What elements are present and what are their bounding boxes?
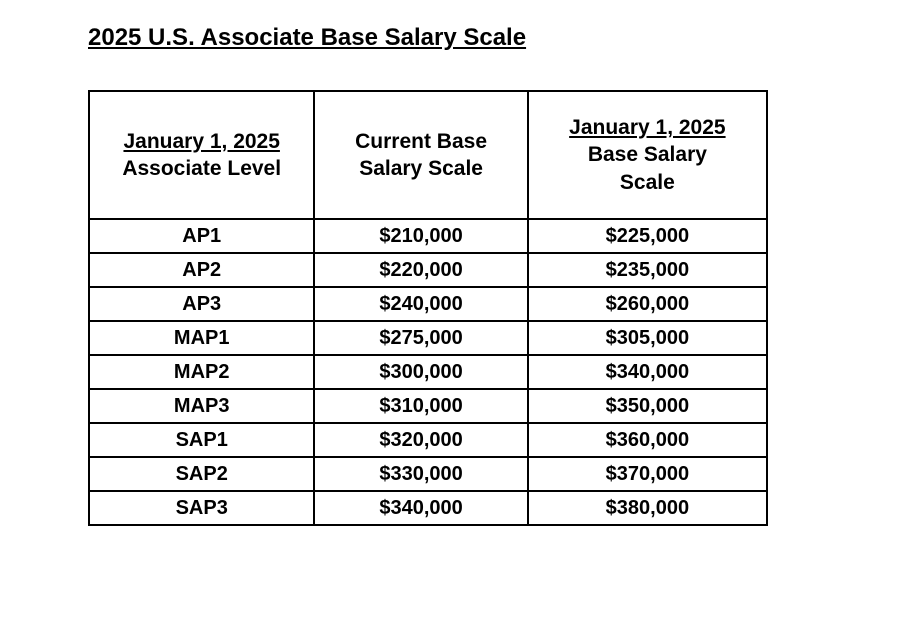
cell-current-salary: $240,000 [314, 287, 527, 321]
table-row: MAP3$310,000$350,000 [89, 389, 767, 423]
cell-new-salary: $225,000 [528, 219, 767, 253]
column-header-new: January 1, 2025 Base Salary Scale [528, 91, 767, 219]
column-header-current-line1: Current Base [355, 130, 487, 153]
cell-new-salary: $360,000 [528, 423, 767, 457]
cell-level: AP2 [89, 253, 314, 287]
cell-current-salary: $310,000 [314, 389, 527, 423]
cell-level: AP1 [89, 219, 314, 253]
cell-current-salary: $220,000 [314, 253, 527, 287]
salary-table: January 1, 2025 Associate Level Current … [88, 90, 768, 526]
cell-new-salary: $235,000 [528, 253, 767, 287]
table-row: AP1$210,000$225,000 [89, 219, 767, 253]
column-header-current: Current Base Salary Scale [314, 91, 527, 219]
cell-new-salary: $350,000 [528, 389, 767, 423]
cell-current-salary: $330,000 [314, 457, 527, 491]
cell-current-salary: $340,000 [314, 491, 527, 525]
cell-new-salary: $260,000 [528, 287, 767, 321]
table-row: SAP2$330,000$370,000 [89, 457, 767, 491]
column-header-current-line2: Salary Scale [359, 157, 483, 180]
salary-table-body: AP1$210,000$225,000AP2$220,000$235,000AP… [89, 219, 767, 525]
table-header-row: January 1, 2025 Associate Level Current … [89, 91, 767, 219]
table-row: MAP1$275,000$305,000 [89, 321, 767, 355]
cell-level: SAP2 [89, 457, 314, 491]
column-header-new-line1: January 1, 2025 [569, 116, 725, 139]
cell-new-salary: $340,000 [528, 355, 767, 389]
column-header-level-line2: Associate Level [122, 157, 281, 180]
table-row: SAP3$340,000$380,000 [89, 491, 767, 525]
cell-level: MAP2 [89, 355, 314, 389]
table-row: AP2$220,000$235,000 [89, 253, 767, 287]
table-row: AP3$240,000$260,000 [89, 287, 767, 321]
column-header-new-line3: Scale [620, 171, 675, 194]
table-row: MAP2$300,000$340,000 [89, 355, 767, 389]
column-header-new-line2: Base Salary [588, 143, 707, 166]
cell-level: MAP3 [89, 389, 314, 423]
cell-level: AP3 [89, 287, 314, 321]
column-header-level-line1: January 1, 2025 [123, 130, 279, 153]
cell-current-salary: $275,000 [314, 321, 527, 355]
cell-level: SAP1 [89, 423, 314, 457]
cell-current-salary: $300,000 [314, 355, 527, 389]
cell-new-salary: $305,000 [528, 321, 767, 355]
cell-new-salary: $380,000 [528, 491, 767, 525]
cell-current-salary: $210,000 [314, 219, 527, 253]
column-header-level: January 1, 2025 Associate Level [89, 91, 314, 219]
cell-level: MAP1 [89, 321, 314, 355]
table-row: SAP1$320,000$360,000 [89, 423, 767, 457]
page-title: 2025 U.S. Associate Base Salary Scale [88, 24, 903, 52]
cell-new-salary: $370,000 [528, 457, 767, 491]
cell-level: SAP3 [89, 491, 314, 525]
cell-current-salary: $320,000 [314, 423, 527, 457]
